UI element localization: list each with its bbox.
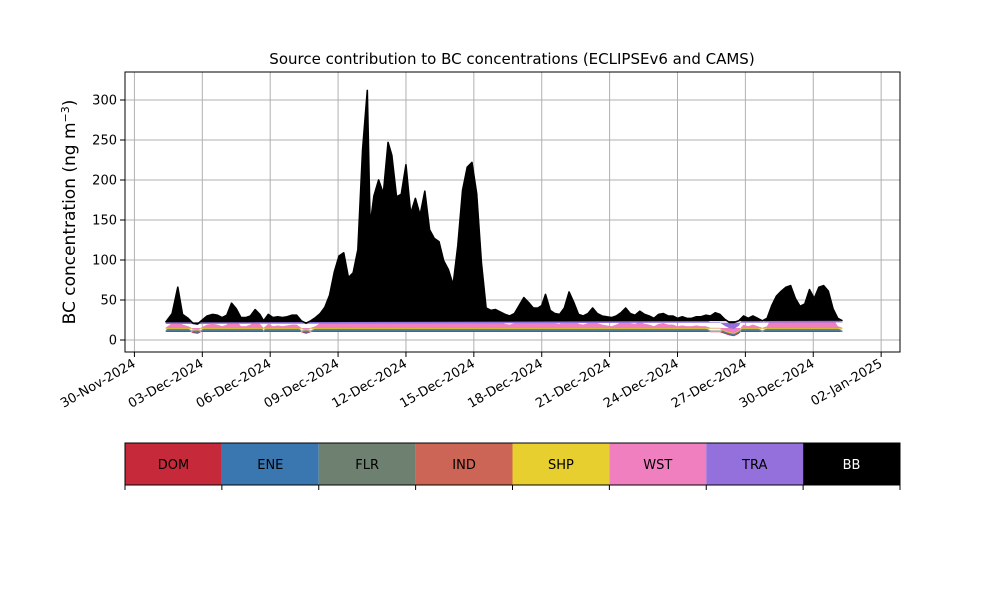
y-tick-label: 0: [109, 334, 117, 349]
y-tick-label: 250: [92, 134, 117, 149]
legend-label-shp: SHP: [548, 458, 574, 473]
x-tick-label: 24-Dec-2024: [601, 356, 681, 411]
legend-label-wst: WST: [643, 458, 672, 473]
x-tick-label: 27-Dec-2024: [669, 356, 749, 411]
y-axis-label-text: BC concentration (ng m: [60, 122, 80, 324]
area-ene: [165, 175, 843, 336]
x-tick-label: 18-Dec-2024: [465, 356, 545, 411]
y-axis-label: BC concentration (ng m−3): [59, 100, 81, 325]
legend-label-ind: IND: [452, 458, 476, 473]
x-tick-label: 30-Nov-2024: [58, 356, 138, 411]
legend-label-flr: FLR: [355, 458, 379, 473]
legend-swatch-tra: [706, 443, 804, 485]
legend-swatch-bb: [803, 443, 900, 485]
x-tick-label: 02-Jan-2025: [809, 356, 886, 409]
y-tick-label: 100: [92, 254, 117, 269]
x-tick-label: 09-Dec-2024: [262, 356, 342, 411]
area-wst: [165, 151, 843, 333]
area-bb: [165, 90, 843, 325]
y-axis-ticks: 0 50 100 150 200 250 300: [92, 94, 125, 349]
y-axis-label-superscript: −3: [59, 106, 72, 122]
legend-label-bb: BB: [843, 458, 861, 473]
chart-title: Source contribution to BC concentrations…: [269, 50, 754, 68]
legend-label-ene: ENE: [257, 458, 283, 473]
legend-swatch-flr: [318, 443, 416, 485]
area-shp: [165, 153, 843, 334]
x-tick-label: 30-Dec-2024: [737, 356, 817, 411]
y-axis-label-close: ): [60, 100, 80, 107]
y-tick-label: 50: [100, 294, 117, 309]
x-tick-label: 21-Dec-2024: [533, 356, 613, 411]
y-tick-label: 150: [92, 214, 117, 229]
x-tick-label: 06-Dec-2024: [194, 356, 274, 411]
legend-swatch-shp: [512, 443, 610, 485]
legend-swatch-wst: [609, 443, 707, 485]
x-axis-ticks: 30-Nov-202403-Dec-202406-Dec-202409-Dec-…: [58, 352, 885, 412]
y-tick-label: 300: [92, 94, 117, 109]
legend-swatch-ene: [221, 443, 319, 485]
plot-frame: [124, 71, 901, 353]
legend-swatch-dom: [125, 443, 222, 485]
x-tick-label: 12-Dec-2024: [330, 356, 410, 411]
legend-label-tra: TRA: [741, 458, 767, 473]
total-outline: [164, 89, 843, 325]
x-tick-label: 03-Dec-2024: [126, 356, 206, 411]
x-tick-label: 15-Dec-2024: [397, 356, 477, 411]
area-tra: [165, 95, 843, 329]
grid-lines: [125, 72, 900, 352]
legend-colorbar: DOM ENE FLR IND SHP WST TRA BB: [124, 442, 901, 490]
area-dom: [165, 179, 843, 337]
legend-label-dom: DOM: [158, 458, 189, 473]
y-tick-label: 200: [92, 174, 117, 189]
area-flr: [165, 169, 843, 335]
area-ind: [165, 153, 843, 334]
legend-swatch-ind: [415, 443, 513, 485]
stacked-areas: [164, 89, 843, 337]
